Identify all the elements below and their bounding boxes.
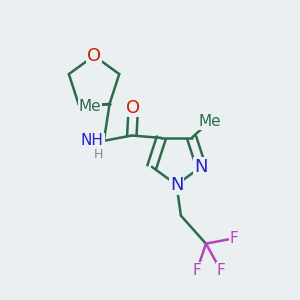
Text: H: H	[94, 148, 103, 160]
Text: Me: Me	[198, 114, 221, 129]
Text: F: F	[216, 262, 225, 278]
Text: O: O	[87, 47, 101, 65]
Text: N: N	[194, 158, 208, 176]
Text: F: F	[193, 262, 202, 278]
Text: F: F	[230, 231, 238, 246]
Text: Me: Me	[78, 99, 101, 114]
Text: O: O	[126, 98, 140, 116]
Text: N: N	[170, 176, 183, 194]
Text: NH: NH	[81, 133, 104, 148]
